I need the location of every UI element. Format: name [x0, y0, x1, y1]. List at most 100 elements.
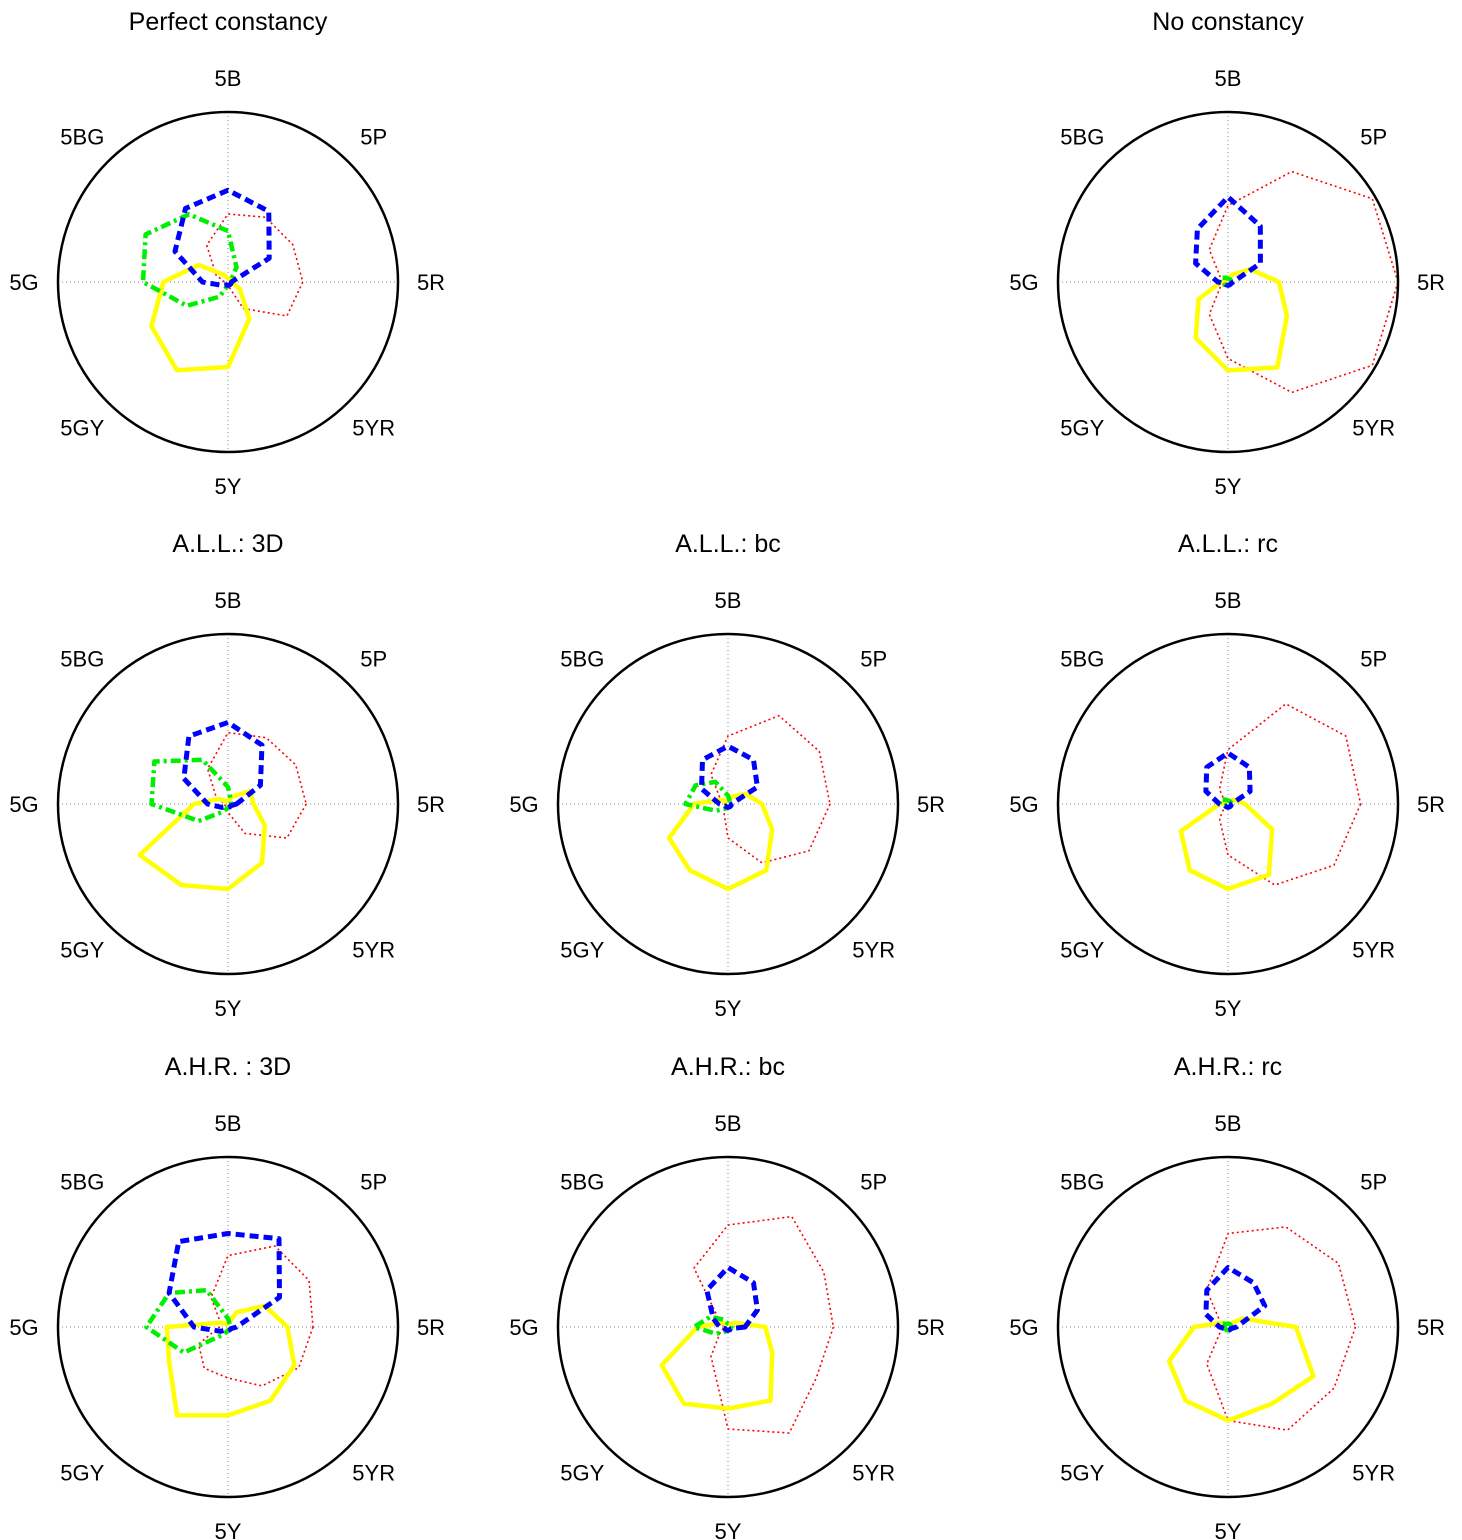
direction-label-5g: 5G	[1009, 270, 1038, 295]
direction-label-5g: 5G	[509, 792, 538, 817]
series-blue-polygon	[172, 187, 272, 288]
direction-label-5r: 5R	[417, 270, 445, 295]
direction-label-5bg: 5BG	[60, 646, 104, 671]
direction-label-5yr: 5YR	[352, 938, 395, 963]
series-yellow-polygon	[1193, 267, 1290, 373]
direction-label-5yr: 5YR	[352, 416, 395, 441]
direction-label-5y: 5Y	[1215, 996, 1242, 1021]
polar-outline	[556, 632, 900, 976]
direction-label-5yr: 5YR	[352, 1461, 395, 1486]
direction-label-5gy: 5GY	[1060, 1461, 1104, 1486]
panel-title: No constancy	[1152, 8, 1304, 36]
series-blue-polygon	[704, 1265, 760, 1333]
direction-label-5y: 5Y	[215, 1519, 242, 1540]
polar-outline	[1056, 1155, 1400, 1499]
polar-outline	[56, 1155, 400, 1499]
direction-label-5bg: 5BG	[1060, 646, 1104, 671]
direction-label-5r: 5R	[417, 1315, 445, 1340]
direction-label-5bg: 5BG	[560, 1169, 604, 1194]
direction-label-5y: 5Y	[215, 996, 242, 1021]
polar-panel-a-l-l-3d: A.L.L.: 3D 5R 5YR 5Y 5GY 5G 5BG 5B 5P	[9, 530, 445, 1021]
polar-outline	[1056, 110, 1400, 454]
polar-outline	[1056, 632, 1400, 976]
panel-title: A.H.R.: rc	[1174, 1053, 1282, 1081]
polar-panel-no-constancy: No constancy 5R 5YR 5Y 5GY 5G 5BG 5B 5P	[1009, 8, 1445, 499]
direction-label-5bg: 5BG	[60, 1169, 104, 1194]
direction-label-5y: 5Y	[1215, 474, 1242, 499]
direction-label-5b: 5B	[715, 1111, 742, 1136]
direction-label-5yr: 5YR	[1352, 1461, 1395, 1486]
direction-label-5gy: 5GY	[60, 1461, 104, 1486]
series-blue-polygon	[1203, 750, 1253, 810]
direction-label-5gy: 5GY	[560, 938, 604, 963]
direction-label-5bg: 5BG	[1060, 1169, 1104, 1194]
series-red-polygon	[1208, 170, 1399, 394]
polar-panel-a-l-l-bc: A.L.L.: bc 5R 5YR 5Y 5GY 5G 5BG 5B 5P	[509, 530, 945, 1021]
direction-label-5g: 5G	[1009, 1315, 1038, 1340]
polar-panel-a-h-r-3d: A.H.R. : 3D 5R 5YR 5Y 5GY 5G 5BG 5B 5P	[9, 1053, 445, 1540]
direction-label-5p: 5P	[360, 124, 387, 149]
series-green-polygon	[149, 757, 234, 824]
panel-title: A.H.R. : 3D	[165, 1053, 291, 1081]
direction-label-5y: 5Y	[1215, 1519, 1242, 1540]
direction-label-5p: 5P	[860, 1169, 887, 1194]
series-blue-polygon	[166, 1231, 282, 1334]
series-blue-polygon	[181, 719, 265, 810]
series-yellow-polygon	[164, 1303, 297, 1418]
series-yellow-polygon	[659, 1320, 775, 1411]
direction-label-5y: 5Y	[715, 996, 742, 1021]
polar-panel-a-h-r-rc: A.H.R.: rc 5R 5YR 5Y 5GY 5G 5BG 5B 5P	[1009, 1053, 1445, 1540]
panel-title: A.L.L.: rc	[1178, 530, 1278, 558]
direction-label-5p: 5P	[1360, 646, 1387, 671]
series-green-polygon	[140, 212, 239, 309]
direction-label-5b: 5B	[215, 66, 242, 91]
direction-label-5yr: 5YR	[852, 938, 895, 963]
polar-outline	[56, 110, 400, 454]
series-blue-polygon	[1193, 194, 1263, 288]
direction-label-5gy: 5GY	[1060, 416, 1104, 441]
polar-panel-a-l-l-rc: A.L.L.: rc 5R 5YR 5Y 5GY 5G 5BG 5B 5P	[1009, 530, 1445, 1021]
direction-label-5yr: 5YR	[1352, 416, 1395, 441]
series-yellow-polygon	[149, 262, 252, 373]
series-red-polygon	[206, 731, 308, 839]
direction-label-5yr: 5YR	[1352, 938, 1395, 963]
series-red-polygon	[205, 213, 304, 317]
direction-label-5p: 5P	[1360, 124, 1387, 149]
series-yellow-polygon	[1166, 1316, 1316, 1423]
direction-label-5bg: 5BG	[60, 124, 104, 149]
direction-label-5y: 5Y	[715, 1519, 742, 1540]
series-yellow-polygon	[666, 791, 775, 892]
polar-outline	[56, 632, 400, 976]
direction-label-5b: 5B	[1215, 1111, 1242, 1136]
direction-label-5yr: 5YR	[852, 1461, 895, 1486]
direction-label-5r: 5R	[417, 792, 445, 817]
direction-label-5g: 5G	[9, 270, 38, 295]
direction-label-5b: 5B	[1215, 588, 1242, 613]
direction-label-5p: 5P	[860, 646, 887, 671]
polar-outline	[556, 1155, 900, 1499]
series-yellow-polygon	[1178, 797, 1275, 892]
panel-title: A.L.L.: bc	[675, 530, 781, 558]
series-yellow-polygon	[137, 789, 268, 892]
direction-label-5r: 5R	[917, 1315, 945, 1340]
direction-label-5g: 5G	[1009, 792, 1038, 817]
direction-label-5g: 5G	[9, 792, 38, 817]
panel-title: Perfect constancy	[129, 8, 328, 36]
series-blue-polygon	[699, 743, 760, 810]
series-blue-polygon	[1203, 1265, 1268, 1333]
direction-label-5bg: 5BG	[1060, 124, 1104, 149]
direction-label-5r: 5R	[1417, 792, 1445, 817]
direction-label-5gy: 5GY	[560, 1461, 604, 1486]
direction-label-5gy: 5GY	[60, 416, 104, 441]
direction-label-5r: 5R	[1417, 1315, 1445, 1340]
panel-title: A.L.L.: 3D	[172, 530, 283, 558]
direction-label-5y: 5Y	[215, 474, 242, 499]
direction-label-5gy: 5GY	[1060, 938, 1104, 963]
direction-label-5p: 5P	[360, 646, 387, 671]
polar-panel-a-h-r-bc: A.H.R.: bc 5R 5YR 5Y 5GY 5G 5BG 5B 5P	[509, 1053, 945, 1540]
polar-panel-perfect-constancy: Perfect constancy 5R 5YR 5Y 5GY 5G 5BG 5B 5P	[9, 8, 445, 499]
series-red-polygon	[197, 1245, 314, 1387]
direction-label-5b: 5B	[215, 1111, 242, 1136]
direction-label-5g: 5G	[509, 1315, 538, 1340]
